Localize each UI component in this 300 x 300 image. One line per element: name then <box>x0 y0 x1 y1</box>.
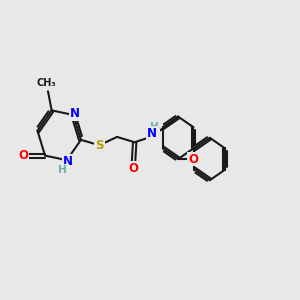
Text: H: H <box>150 122 159 132</box>
Text: O: O <box>188 152 198 166</box>
Text: CH₃: CH₃ <box>37 78 57 88</box>
Text: N: N <box>70 107 80 120</box>
Text: O: O <box>18 149 28 162</box>
Text: H: H <box>58 165 67 175</box>
Text: S: S <box>95 139 103 152</box>
Text: N: N <box>63 155 73 168</box>
Text: N: N <box>147 127 158 140</box>
Text: O: O <box>128 162 139 175</box>
